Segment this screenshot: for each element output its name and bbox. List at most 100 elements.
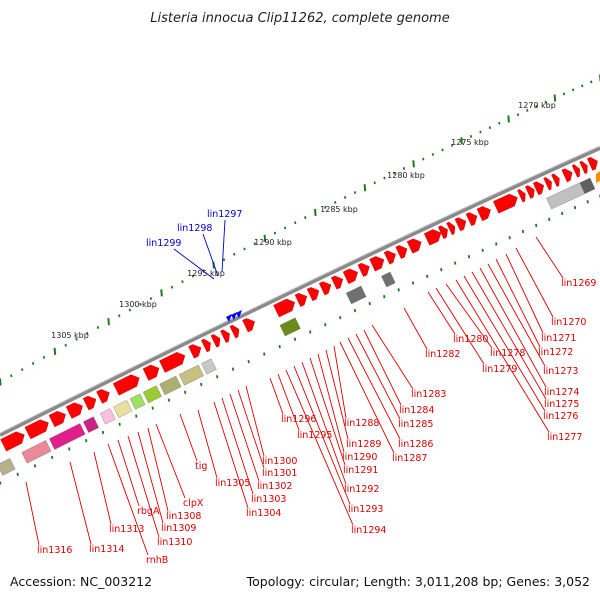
ruler-minor-tick <box>334 201 337 204</box>
inner-ruler-tick <box>481 248 484 252</box>
ruler-minor-tick <box>488 126 492 130</box>
gene-label: lin1289 <box>346 439 381 450</box>
blue-feature-arrow <box>236 310 242 318</box>
gene-label-leader <box>229 393 260 482</box>
reverse-strand-genes <box>0 177 596 476</box>
ruler-minor-tick <box>10 374 13 378</box>
forward-gene-arrow <box>454 217 467 232</box>
inner-ruler-tick <box>231 367 235 371</box>
forward-gene-arrow <box>48 410 66 428</box>
inner-ruler-tick <box>68 447 71 451</box>
topology-text: Topology: circular; Length: 3,011,208 bp… <box>246 574 590 589</box>
inner-ruler-tick <box>368 301 371 306</box>
inner-ruler-tick <box>548 217 551 222</box>
ruler-major-tick <box>363 184 367 192</box>
ruler-minor-tick <box>431 153 435 156</box>
ruler-minor-tick <box>139 302 142 306</box>
ruler-minor-tick <box>590 80 593 84</box>
kbp-ruler: 1270 kbp 1275 kbp 1280 kbp 1285 kbp 1290 kbp… <box>0 74 600 386</box>
gene-label-leader <box>347 337 401 440</box>
forward-gene-arrow <box>220 329 230 343</box>
gene-label-leader <box>505 253 544 334</box>
forward-gene-arrow <box>273 298 296 318</box>
gene-label: lin1285 <box>398 419 433 430</box>
inner-ruler-tick <box>118 422 121 426</box>
gene-label-leader <box>107 443 149 556</box>
gene-label: lin1296 <box>281 414 316 425</box>
forward-gene-arrow <box>465 212 478 227</box>
forward-gene-arrow <box>395 245 408 259</box>
genome-backbone <box>0 145 600 437</box>
gene-label: lin1294 <box>351 525 386 536</box>
ruler-minor-tick <box>170 285 174 289</box>
gene-label: lin1290 <box>342 452 377 463</box>
gene-label: lin1308 <box>166 511 201 522</box>
gene-label-leader <box>371 324 414 390</box>
gene-label-leader <box>213 401 249 509</box>
gene-label-leader <box>471 271 547 400</box>
inner-ruler-tick <box>184 390 187 394</box>
gene-label: lin1271 <box>541 333 576 344</box>
gene-label-leader <box>495 258 541 348</box>
forward-gene-arrow <box>306 287 320 302</box>
backbone-arc <box>0 146 600 437</box>
ruler-major-tick <box>507 115 510 123</box>
gene-label: lin1303 <box>251 494 286 505</box>
forward-strand-genes <box>0 156 600 452</box>
ruler-minor-tick <box>353 191 357 194</box>
ruler-major-tick <box>314 208 317 217</box>
gene-label: clpX <box>183 498 204 509</box>
ruler-minor-tick <box>273 231 277 235</box>
ruler-minor-tick <box>222 258 226 262</box>
inner-ruler-tick <box>135 414 138 418</box>
ruler-minor-tick <box>562 92 566 96</box>
forward-gene-arrow <box>294 292 308 307</box>
gene-label-leader <box>427 291 456 335</box>
gene-label-leader <box>317 353 345 453</box>
ruler-minor-tick <box>128 308 132 312</box>
forward-gene-arrow <box>493 193 518 214</box>
reverse-gene-block <box>345 285 367 305</box>
kbp-label: 1270 kbp <box>518 101 556 110</box>
gene-label: lin1276 <box>543 411 578 422</box>
inner-ruler-tick <box>167 398 171 402</box>
top-label-leader <box>202 233 219 277</box>
forward-gene-arrow <box>423 229 442 246</box>
gene-label: lin1302 <box>257 481 292 492</box>
gene-label-leader <box>487 263 546 367</box>
ruler-minor-tick <box>544 100 547 104</box>
gene-label: lin1270 <box>551 317 586 328</box>
ruler-minor-tick <box>253 242 256 246</box>
inner-ruler-tick <box>467 255 471 259</box>
forward-gene-arrow <box>383 250 396 265</box>
gene-label-leader <box>245 385 265 457</box>
gene-label-leader <box>333 345 347 419</box>
top-gene-label: lin1298 <box>177 223 212 234</box>
gene-label: lin1292 <box>344 484 379 495</box>
ruler-major-tick <box>53 347 57 355</box>
reverse-gene-block <box>113 400 133 418</box>
gene-label: lin1277 <box>547 432 582 443</box>
gene-label-leader <box>69 461 92 545</box>
inner-ruler-tick <box>586 200 589 204</box>
forward-gene-arrow <box>242 318 255 333</box>
inner-ruler-tick <box>200 382 203 387</box>
inner-ruler-tick <box>101 430 105 435</box>
gene-label: lin1273 <box>543 366 578 377</box>
ruler-minor-tick <box>96 326 100 329</box>
ruler-minor-tick <box>86 331 89 335</box>
gene-label-leader <box>463 275 546 412</box>
gene-label: tig <box>195 461 207 472</box>
inner-ruler-tick <box>440 268 443 272</box>
inner-ruler-tick <box>33 464 37 468</box>
forward-gene-arrow <box>357 262 370 277</box>
forward-gene-arrow <box>525 185 535 199</box>
kbp-label: 1285 kbp <box>320 205 358 214</box>
forward-gene-arrow <box>446 221 456 236</box>
gene-label-leader <box>269 377 284 415</box>
reverse-gene-block <box>546 182 586 210</box>
inner-ruler-tick <box>247 359 250 364</box>
inner-ruler-tick <box>151 406 154 410</box>
gene-label-leader <box>339 341 395 454</box>
